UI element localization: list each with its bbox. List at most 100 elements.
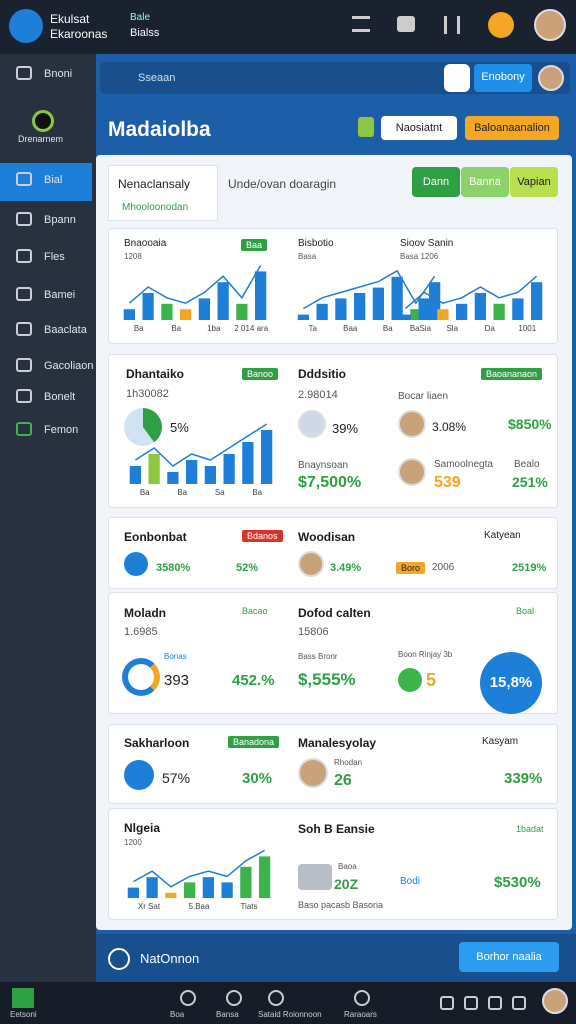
avatar xyxy=(398,410,426,438)
bar xyxy=(474,293,486,320)
axis-label: Tiats xyxy=(240,902,257,911)
nav-icon xyxy=(16,287,32,301)
tab-title: Nenaclansaly xyxy=(118,177,191,191)
chart-sub: 1200 xyxy=(124,838,142,847)
axis-label: 1001 xyxy=(518,324,536,333)
card xyxy=(108,517,558,589)
search-button[interactable]: Enobony xyxy=(474,64,532,92)
axis-label: Ba xyxy=(383,324,393,333)
bar xyxy=(146,877,158,898)
card-title: Manalesyolay xyxy=(298,736,377,750)
value: $7,500% xyxy=(298,474,362,491)
badge: Baa xyxy=(241,239,268,251)
card xyxy=(108,808,558,920)
value: 539 xyxy=(434,474,461,491)
axis-label: Xr Sat xyxy=(138,902,161,911)
bar xyxy=(410,309,422,320)
chart-title: Bnaooaia xyxy=(124,238,167,249)
icon xyxy=(124,552,148,576)
badge: Banoo xyxy=(242,368,279,380)
bottom-button[interactable]: Borhor naalia xyxy=(459,942,559,972)
bar xyxy=(217,282,229,320)
bar xyxy=(221,882,233,898)
footer-icon xyxy=(354,990,370,1006)
avatar xyxy=(298,551,324,577)
card xyxy=(108,724,558,804)
search-avatar xyxy=(538,65,564,91)
value: $530% xyxy=(494,874,541,891)
nav-item: Femon xyxy=(44,424,79,436)
search-icon-btn[interactable] xyxy=(444,64,470,92)
nav-icon xyxy=(16,389,32,403)
card xyxy=(108,228,558,344)
label: Bodi xyxy=(400,876,421,887)
stats-icon[interactable] xyxy=(444,16,460,34)
tab-button[interactable]: Banna xyxy=(461,167,509,197)
nav-icon xyxy=(16,249,32,263)
menu-icon[interactable] xyxy=(352,16,370,32)
footer-item: Sataid Roionnoon xyxy=(258,1010,322,1019)
top-bar: Ekulsat Ekaroonas Bale Bialss xyxy=(0,0,576,54)
label: Samoolnegta xyxy=(434,459,493,470)
footer-icon xyxy=(226,990,242,1006)
axis-label: Ba xyxy=(252,488,262,497)
avatar xyxy=(398,458,426,486)
tab-button[interactable]: Vapian xyxy=(510,167,558,197)
badge: 1badat xyxy=(516,824,544,834)
inbox-icon[interactable] xyxy=(397,16,415,32)
user-icon xyxy=(298,410,326,438)
bar xyxy=(223,454,235,484)
select[interactable]: Naosiatnt xyxy=(381,116,457,140)
label: Baoa xyxy=(338,862,357,871)
bar xyxy=(531,282,543,320)
tab-other[interactable]: Unde/ovan doaragin xyxy=(228,177,337,191)
action-button[interactable]: Baloanaanalion xyxy=(465,116,559,140)
nav-icon xyxy=(16,66,32,80)
value: 251% xyxy=(512,474,548,490)
bar xyxy=(493,303,505,320)
filter-icon[interactable] xyxy=(358,117,374,137)
badge: Bacao xyxy=(242,606,268,616)
nav-icon xyxy=(16,212,32,226)
coin-icon[interactable] xyxy=(488,12,514,38)
bar xyxy=(261,430,273,484)
tab-sub: Mhooloonodan xyxy=(122,202,189,213)
chart-sub: Basa xyxy=(298,252,317,261)
axis-label: Sia xyxy=(419,324,431,333)
sidebar: Bnoni Drenarnem Bial Bpann Fles Bamei Baaclata… xyxy=(0,54,96,982)
icon xyxy=(398,668,422,692)
badge: Baoananaon xyxy=(481,368,543,380)
avatar[interactable] xyxy=(534,9,566,41)
card-sub: 1h30082 xyxy=(126,388,169,400)
bar xyxy=(142,293,154,320)
card-title: Dhantaiko xyxy=(126,367,185,381)
bar xyxy=(429,282,441,320)
bar xyxy=(255,271,267,320)
bar xyxy=(437,309,449,320)
tab-button[interactable]: Dann xyxy=(412,167,460,197)
nav-item: Baaclata xyxy=(44,324,87,336)
nav-item: Gacoliaon xyxy=(44,360,94,372)
card-title: Eonbonbat xyxy=(124,530,187,544)
axis-label: Ba xyxy=(171,324,181,333)
circle-stat xyxy=(480,652,542,714)
value: 30% xyxy=(242,770,273,787)
tag-sub: Bialss xyxy=(130,27,160,39)
bar xyxy=(204,466,216,484)
pct: 39% xyxy=(332,421,359,436)
badge: Boal xyxy=(516,606,535,616)
value: 26 xyxy=(334,772,352,789)
axis-label: 2 014 ara xyxy=(234,324,268,333)
bar xyxy=(242,442,254,484)
card-title: Woodisan xyxy=(298,530,356,544)
icon xyxy=(124,760,154,790)
footer-action xyxy=(488,996,502,1010)
avatar xyxy=(298,758,328,788)
trend-line xyxy=(134,423,268,467)
active-tab[interactable] xyxy=(108,165,218,221)
axis-label: Ta xyxy=(309,324,318,333)
axis-label: Ba xyxy=(140,488,150,497)
bar xyxy=(456,303,468,320)
footer-action xyxy=(440,996,454,1010)
